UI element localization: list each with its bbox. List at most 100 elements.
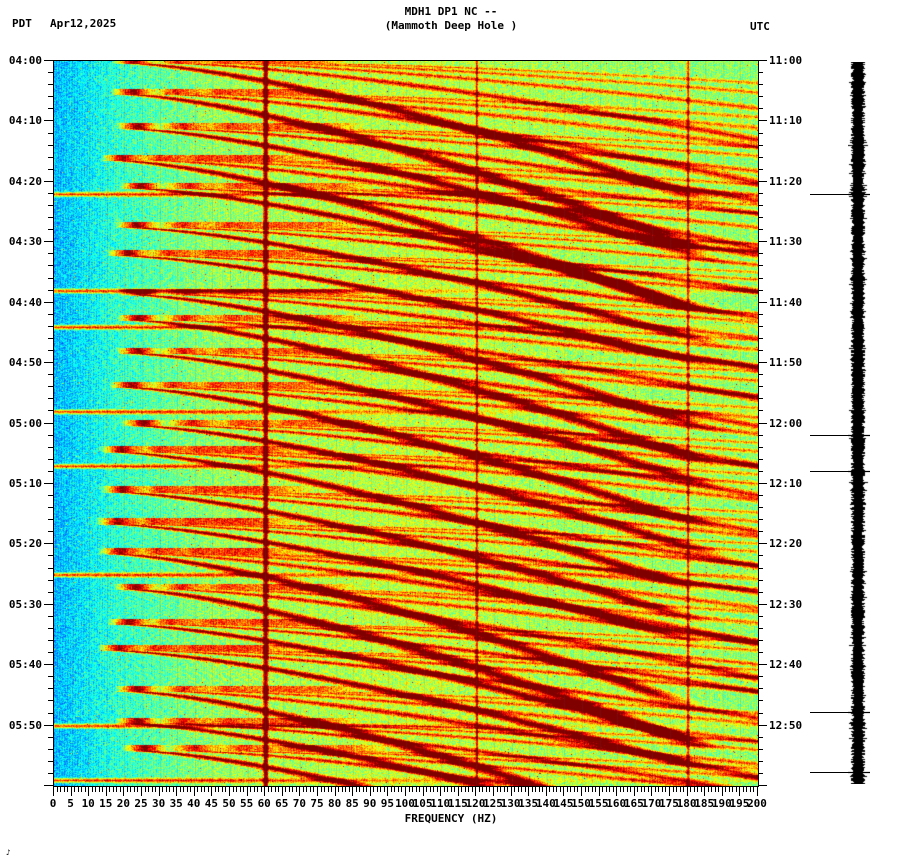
frequency-label: 180 bbox=[676, 797, 697, 810]
time-tick bbox=[44, 362, 53, 363]
frequency-tick bbox=[278, 787, 279, 792]
frequency-label: 150 bbox=[571, 797, 591, 810]
frequency-tick bbox=[539, 787, 540, 792]
frequency-tick bbox=[444, 787, 445, 792]
frequency-tick bbox=[447, 787, 448, 792]
frequency-label: 0 bbox=[49, 797, 57, 810]
frequency-tick bbox=[394, 787, 395, 792]
frequency-label: 60 bbox=[257, 797, 271, 810]
frequency-tick bbox=[409, 787, 410, 792]
frequency-tick bbox=[570, 787, 571, 792]
frequency-tick bbox=[577, 787, 578, 792]
frequency-tick bbox=[497, 787, 498, 792]
frequency-tick bbox=[405, 787, 406, 796]
time-tick bbox=[758, 604, 767, 605]
time-tick bbox=[48, 761, 53, 762]
frequency-label: 125 bbox=[483, 797, 503, 810]
frequency-tick bbox=[275, 787, 276, 792]
frequency-tick bbox=[556, 787, 557, 792]
trace-spike bbox=[810, 772, 870, 773]
time-tick bbox=[758, 386, 763, 387]
time-tick bbox=[758, 664, 767, 665]
time-tick bbox=[758, 531, 763, 532]
frequency-tick bbox=[440, 787, 441, 796]
time-tick bbox=[758, 773, 763, 774]
frequency-tick bbox=[549, 787, 550, 792]
frequency-tick bbox=[197, 787, 198, 792]
frequency-tick bbox=[64, 787, 65, 792]
frequency-tick bbox=[285, 787, 286, 792]
frequency-tick bbox=[599, 787, 600, 796]
pdt-time-label: 04:00 bbox=[8, 54, 42, 67]
time-tick bbox=[48, 519, 53, 520]
time-tick bbox=[48, 749, 53, 750]
time-tick bbox=[758, 459, 763, 460]
date-label: Apr12,2025 bbox=[50, 17, 117, 30]
frequency-tick bbox=[247, 787, 248, 796]
frequency-label: 130 bbox=[500, 797, 521, 810]
frequency-label: 190 bbox=[711, 797, 732, 810]
frequency-tick bbox=[525, 787, 526, 792]
utc-time-label: 11:00 bbox=[769, 54, 803, 67]
frequency-tick bbox=[366, 787, 367, 792]
frequency-tick bbox=[387, 787, 388, 796]
frequency-tick bbox=[507, 787, 508, 792]
frequency-tick bbox=[461, 787, 462, 792]
time-tick bbox=[758, 205, 763, 206]
frequency-tick bbox=[250, 787, 251, 792]
frequency-tick bbox=[349, 787, 350, 792]
pdt-time-label: 04:30 bbox=[8, 235, 42, 249]
time-tick bbox=[48, 700, 53, 701]
amplitude-trace-canvas bbox=[848, 62, 870, 784]
time-tick bbox=[758, 483, 767, 484]
frequency-tick bbox=[324, 787, 325, 792]
spectrogram-plot[interactable] bbox=[53, 60, 759, 787]
frequency-tick bbox=[173, 787, 174, 792]
time-tick bbox=[758, 169, 763, 170]
frequency-tick bbox=[137, 787, 138, 792]
time-tick bbox=[48, 471, 53, 472]
time-tick bbox=[758, 253, 763, 254]
frequency-label: 15 bbox=[99, 797, 113, 810]
time-tick bbox=[44, 120, 53, 121]
frequency-tick bbox=[155, 787, 156, 792]
frequency-tick bbox=[683, 787, 684, 792]
frequency-tick bbox=[373, 787, 374, 792]
frequency-label: 75 bbox=[310, 797, 324, 810]
frequency-tick bbox=[687, 787, 688, 796]
frequency-tick bbox=[169, 787, 170, 792]
utc-time-label: 12:00 bbox=[769, 416, 803, 430]
frequency-tick bbox=[518, 787, 519, 792]
frequency-tick bbox=[335, 787, 336, 796]
frequency-tick bbox=[53, 787, 54, 796]
frequency-tick bbox=[662, 787, 663, 792]
frequency-tick bbox=[152, 787, 153, 792]
frequency-label: 115 bbox=[447, 797, 468, 810]
time-tick bbox=[48, 459, 53, 460]
time-tick bbox=[758, 616, 763, 617]
frequency-tick bbox=[553, 787, 554, 792]
frequency-tick bbox=[708, 787, 709, 792]
frequency-tick bbox=[380, 787, 381, 792]
time-tick bbox=[48, 133, 53, 134]
frequency-tick bbox=[729, 787, 730, 792]
frequency-tick bbox=[215, 787, 216, 792]
frequency-tick bbox=[676, 787, 677, 792]
frequency-tick bbox=[634, 787, 635, 796]
frequency-tick bbox=[665, 787, 666, 792]
frequency-tick bbox=[370, 787, 371, 796]
trace-spike bbox=[810, 194, 870, 195]
time-tick bbox=[48, 338, 53, 339]
time-tick bbox=[758, 181, 767, 182]
time-tick bbox=[758, 423, 767, 424]
frequency-tick bbox=[655, 787, 656, 792]
frequency-tick bbox=[257, 787, 258, 792]
frequency-tick bbox=[162, 787, 163, 792]
frequency-tick bbox=[176, 787, 177, 796]
frequency-tick bbox=[613, 787, 614, 792]
pdt-time-label: 05:40 bbox=[8, 658, 42, 672]
time-tick bbox=[758, 290, 763, 291]
time-tick bbox=[758, 507, 763, 508]
utc-time-label: 11:50 bbox=[769, 356, 803, 370]
frequency-tick bbox=[92, 787, 93, 792]
